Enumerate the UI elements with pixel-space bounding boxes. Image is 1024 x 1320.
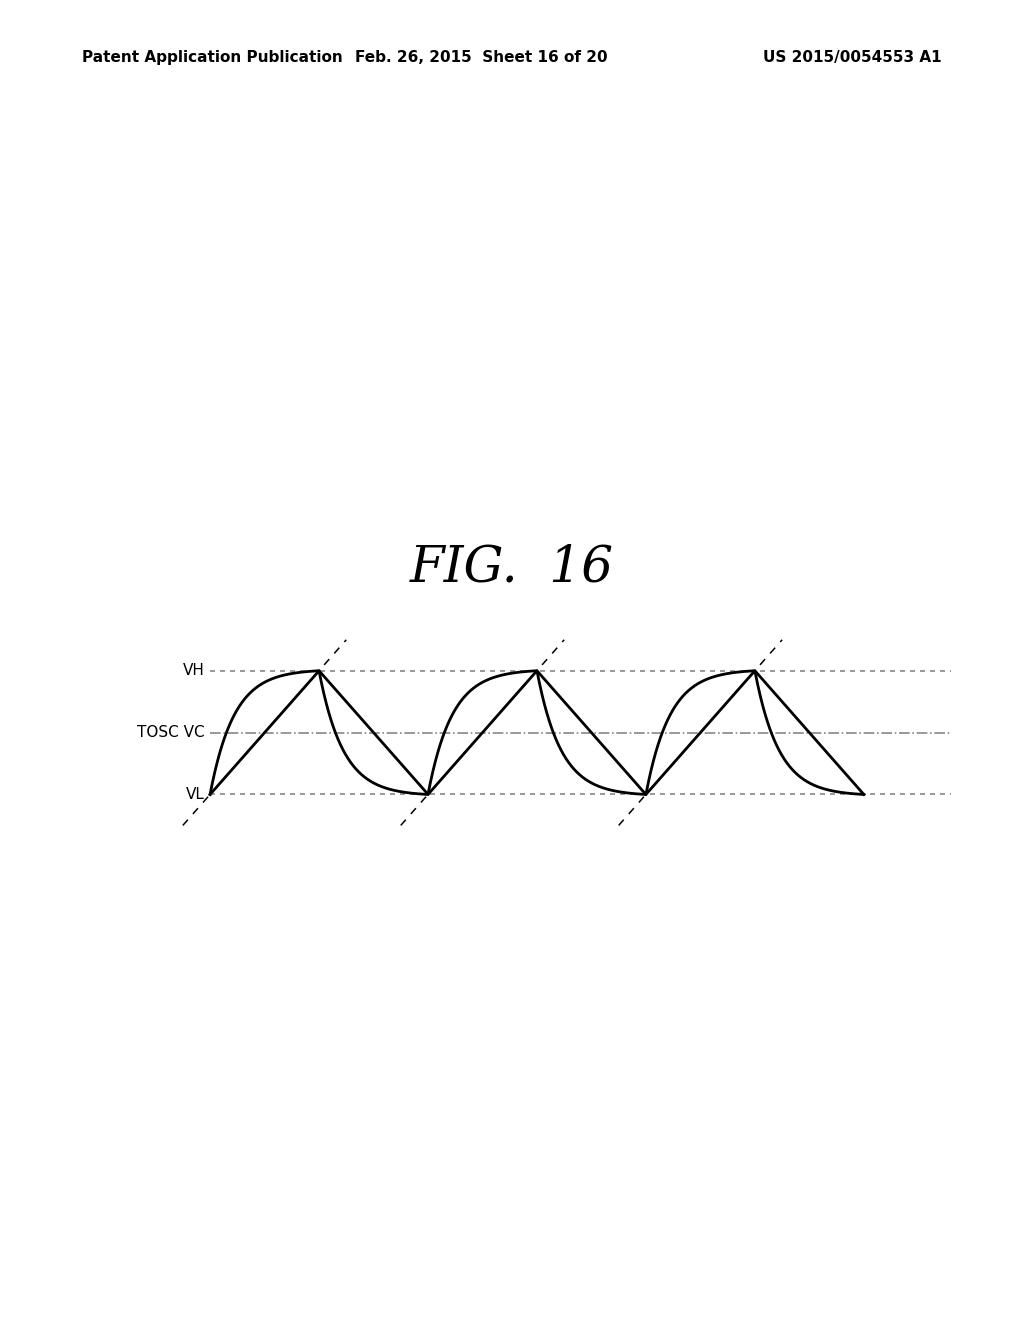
- Text: US 2015/0054553 A1: US 2015/0054553 A1: [764, 50, 942, 65]
- Text: FIG.  16: FIG. 16: [410, 543, 614, 593]
- Text: TOSC VC: TOSC VC: [137, 725, 205, 741]
- Text: Patent Application Publication: Patent Application Publication: [82, 50, 343, 65]
- Text: VH: VH: [182, 663, 205, 678]
- Text: Feb. 26, 2015  Sheet 16 of 20: Feb. 26, 2015 Sheet 16 of 20: [355, 50, 607, 65]
- Text: VL: VL: [185, 787, 205, 803]
